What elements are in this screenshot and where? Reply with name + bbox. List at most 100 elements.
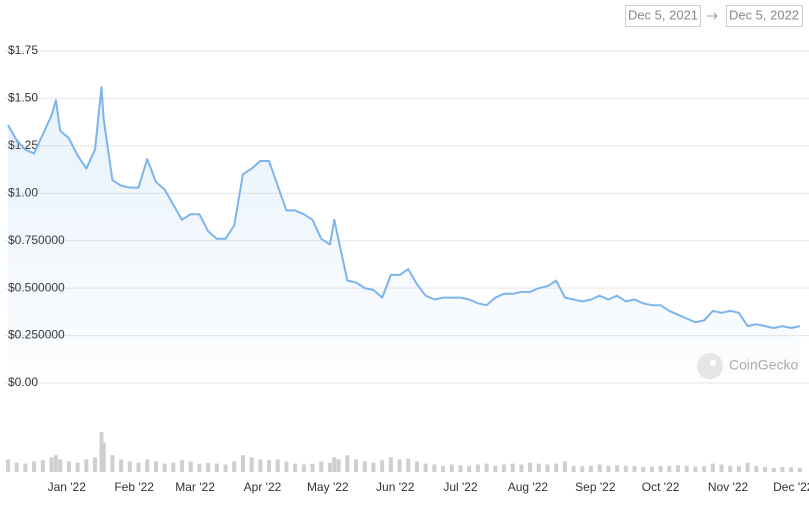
watermark-text: CoinGecko xyxy=(729,357,798,373)
volume-bar xyxy=(745,462,750,472)
volume-bar xyxy=(763,466,768,472)
volume-bar xyxy=(336,459,341,472)
volume-bar xyxy=(580,466,585,472)
volume-bar xyxy=(197,463,202,472)
volume-bar xyxy=(32,461,37,472)
volume-bar xyxy=(414,461,419,472)
volume-bar xyxy=(267,460,272,472)
x-tick-label: Dec '22 xyxy=(773,480,809,494)
volume-bar xyxy=(110,455,115,472)
volume-bar xyxy=(536,463,541,472)
volume-bar xyxy=(458,465,463,472)
volume-bar xyxy=(615,465,620,472)
volume-bar xyxy=(188,461,193,472)
volume-bar xyxy=(658,466,663,472)
volume-bar xyxy=(501,464,506,472)
volume-bar xyxy=(319,461,324,472)
x-tick-label: Aug '22 xyxy=(508,480,549,494)
volume-bar xyxy=(275,459,280,472)
arrow xyxy=(707,12,718,20)
volume-bar xyxy=(519,464,524,472)
x-tick-label: Sep '22 xyxy=(575,480,616,494)
volume-bar xyxy=(119,459,124,472)
volume-bar xyxy=(362,461,367,472)
volume-bar xyxy=(406,458,411,472)
x-tick-label: Jan '22 xyxy=(48,480,87,494)
volume-bar xyxy=(545,464,550,472)
volume-bar xyxy=(493,465,498,472)
x-tick-label: May '22 xyxy=(307,480,349,494)
volume-bar xyxy=(571,465,576,472)
date-from-box[interactable] xyxy=(625,5,701,27)
volume-bar xyxy=(293,463,298,472)
volume-bar xyxy=(649,466,654,472)
volume-bar xyxy=(397,459,402,472)
volume-bar xyxy=(14,462,19,472)
volume-bar xyxy=(702,466,707,472)
volume-bar xyxy=(6,459,10,472)
volume-bar xyxy=(606,465,611,472)
volume-bar xyxy=(684,465,689,472)
volume-bar xyxy=(449,464,454,472)
volume-bar xyxy=(354,459,359,472)
volume-bar xyxy=(510,463,515,472)
volume-bar xyxy=(332,457,337,472)
date-to-box[interactable] xyxy=(726,5,803,27)
volume-bar xyxy=(232,461,237,472)
volume-bar xyxy=(327,462,332,472)
volume-bar xyxy=(301,464,306,472)
volume-bar xyxy=(136,462,141,472)
volume-bar xyxy=(632,466,637,472)
volume-bar xyxy=(597,464,602,472)
x-tick-label: Apr '22 xyxy=(244,480,282,494)
x-tick-label: Mar '22 xyxy=(175,480,215,494)
volume-bar xyxy=(99,432,104,472)
volume-bar xyxy=(789,467,794,472)
volume-bar xyxy=(693,466,698,472)
volume-bar xyxy=(371,462,376,472)
area-fill xyxy=(8,87,800,383)
volume-bar xyxy=(676,465,681,472)
volume-bar xyxy=(388,457,393,472)
watermark: CoinGecko xyxy=(697,353,798,379)
volume-bar xyxy=(754,465,759,472)
volume-bar xyxy=(66,461,71,472)
volume-bar xyxy=(23,463,28,472)
price-line xyxy=(7,86,801,329)
volume-bar xyxy=(588,465,593,472)
volume-bar xyxy=(771,467,776,472)
y-tick-label: $1.50 xyxy=(8,91,38,105)
volume-bar xyxy=(528,462,533,472)
volume-bar xyxy=(75,462,80,472)
x-tick-label: Oct '22 xyxy=(642,480,680,494)
volume-bar xyxy=(240,455,245,472)
volume-bar xyxy=(562,461,567,472)
volume-bar xyxy=(780,466,785,472)
volume-bar xyxy=(554,463,559,472)
volume-bar xyxy=(171,462,176,472)
volume-bar xyxy=(153,461,158,472)
volume-bar xyxy=(380,460,385,472)
volume-bar xyxy=(797,467,802,472)
date-to[interactable]: Dec 5, 2022 xyxy=(729,7,799,22)
volume-bar xyxy=(214,463,219,472)
volume-bar xyxy=(93,457,98,472)
volume-bar xyxy=(667,465,672,472)
volume-bar xyxy=(84,459,89,472)
date-from[interactable]: Dec 5, 2021 xyxy=(628,7,698,22)
volume-bar xyxy=(728,465,733,472)
volume-bar xyxy=(441,465,446,472)
volume-bar xyxy=(719,464,724,472)
volume-bar xyxy=(101,442,106,472)
volume-bar xyxy=(475,464,480,472)
volume-bar xyxy=(162,463,167,472)
volume-bar xyxy=(284,461,289,472)
volume-bar xyxy=(127,461,132,472)
volume-bar xyxy=(258,459,263,472)
x-tick-label: Nov '22 xyxy=(708,480,749,494)
volume-bar xyxy=(736,466,741,472)
volume-bar xyxy=(484,463,489,472)
volume-bar xyxy=(310,463,315,472)
volume-bar xyxy=(467,465,472,472)
